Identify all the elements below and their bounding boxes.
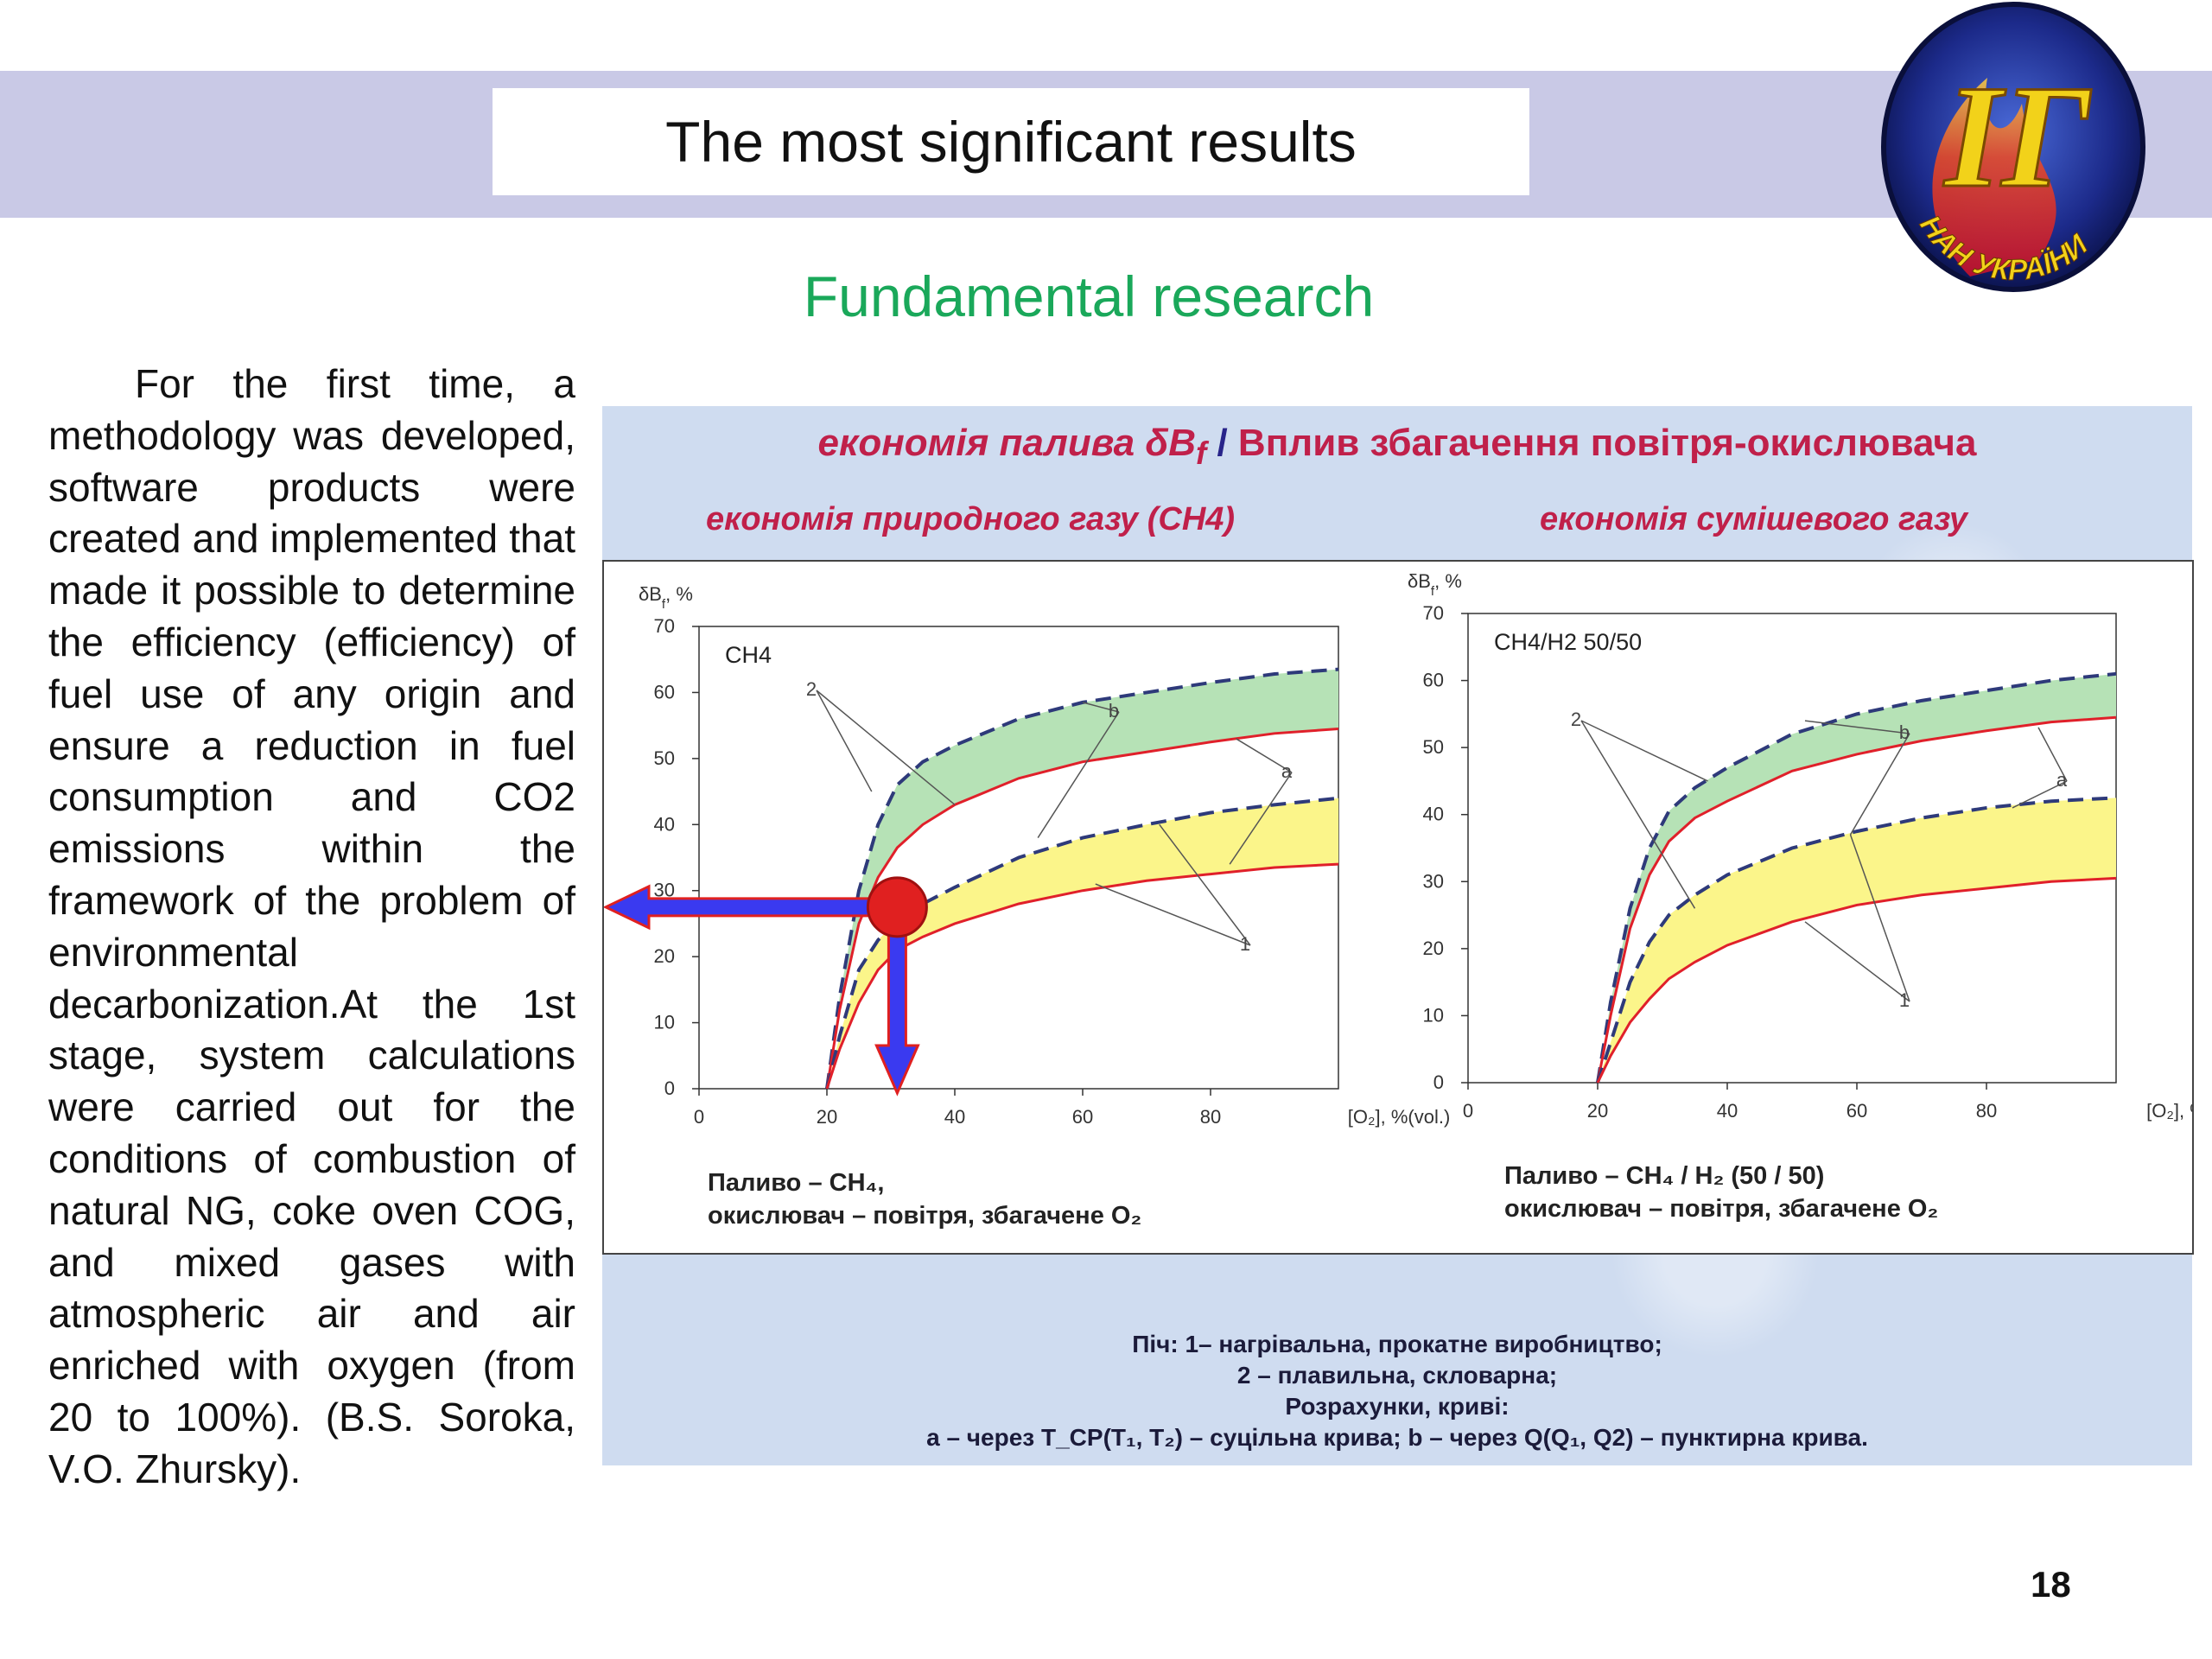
chart1-curve-label-b: b [1109,700,1119,721]
chart2-x-tick-label: 40 [1717,1100,1738,1122]
chart2-y-tick-label: 40 [1423,804,1444,825]
slide-title: The most significant results [665,110,1357,174]
chart1-series-1-dashed-line [825,796,1339,1090]
chart2-leader-b [1804,720,1910,734]
chart1-panel-label: CH4 [725,642,772,668]
chart2-y-tick-label: 30 [1423,870,1444,892]
body-text: For the first time, a methodology was de… [48,361,575,1491]
chart1-leader-a [1229,772,1293,865]
logo-letters: ІГ [1943,55,2092,218]
figure-subtitle-right: економія сумішевого газу [1540,501,1968,537]
chart2-leader-1 [1804,921,1910,1002]
page-number: 18 [2031,1564,2071,1605]
chart2-leader-b [1849,733,1910,836]
chart1-x-axis-label: [O₂], %(vol.) [1348,1106,1451,1128]
legend-line1: Піч: 1– нагрівальна, прокатне виробництв… [1132,1331,1662,1357]
chart2-curve-label-1: 1 [1899,989,1910,1011]
chart1-x-tick-label: 60 [1072,1106,1093,1128]
chart2-curve-label-a: a [2056,769,2068,791]
chart1-leader-1 [1159,823,1251,946]
chart2-y-axis-label: δBf, % [1408,570,1462,599]
chart1-y-tick-label: 60 [654,681,675,702]
caption-right-line2: окислювач – повітря, збагачене O₂ [1504,1195,1939,1223]
section-heading: Fundamental research [803,264,1375,328]
chart2-y-tick-label: 60 [1423,670,1444,691]
chart2-x-tick-label: 20 [1587,1100,1608,1122]
chart1-leader-b [1037,711,1120,838]
chart2-series-1-solid-line [1596,876,2117,1084]
chart1-leader-a [1236,738,1293,773]
chart2-curve-label-b: b [1899,721,1910,743]
caption-right: Паливо – CH₄ / H₂ (50 / 50) окислювач – … [1504,1160,1938,1225]
chart1-curve-label-a: a [1281,760,1293,782]
caption-left-line1: Паливо – CH₄, [708,1169,885,1197]
chart1-leader-2 [816,690,873,792]
chart2-x-tick-label: 80 [1976,1100,1997,1122]
chart2-leader-2 [1580,720,1708,782]
chart1-y-tick-label: 70 [654,615,675,637]
chart2-leader-a [2012,780,2068,809]
figure-title-left: економія палива δB [817,422,1197,464]
chart1-y-tick-label: 40 [654,813,675,835]
legend-line2: 2 – плавильна, скловарна; [1236,1362,1558,1389]
chart2-curve-label-2: 2 [1571,709,1581,730]
charts-frame: 0 10 20 30 40 50 60 70 0 20 40 60 80 δBf, % [O₂], %(vo… [602,560,2194,1255]
chart2-leader-a [2037,727,2068,782]
chart2-band-1 [1598,798,2116,1083]
chart2-y-tick-label: 50 [1423,736,1444,758]
chart2-y-tick-label: 70 [1423,602,1444,624]
chart1-y-tick-label: 50 [654,747,675,769]
chart1-x-tick-label: 80 [1200,1106,1221,1128]
chart1-band-1 [827,798,1338,1089]
chart1-highlight-point [866,876,928,938]
chart1-curve-label-1: 1 [1240,933,1250,955]
chart2-x-tick-label: 60 [1847,1100,1867,1122]
caption-left-line2: окислювач – повітря, збагачене O₂ [708,1202,1142,1230]
chart1-y-tick-label: 10 [654,1012,675,1033]
chart2-panel-label: CH4/H2 50/50 [1494,629,1642,655]
chart2-x-tick-label: 0 [1463,1100,1473,1122]
chart1-y-tick-label: 0 [664,1077,675,1099]
figure-panel: економія палива δBf / Вплив збагачення п… [602,406,2194,1465]
chart1-x-tick-label: 0 [694,1106,704,1128]
figure-header: економія палива δBf / Вплив збагачення п… [602,406,2192,562]
chart2-y-tick-label: 20 [1423,938,1444,959]
chart1-series-2-dashed-line [825,667,1339,1090]
chart2-series-2-solid-line [1596,715,2117,1084]
caption-left: Паливо – CH₄, окислювач – повітря, збага… [708,1166,1141,1232]
chart2-leader-1 [1849,834,1910,1002]
chart2-series-1-dashed-line [1596,796,2117,1084]
institute-logo: ІГ НАН УКРАЇНИ [1881,2,2145,292]
legend-line3: Розрахунки, криві: [1285,1393,1510,1420]
chart2-y-tick-label: 0 [1433,1071,1444,1093]
chart1-band-2 [827,669,1338,1089]
title-box: The most significant results [493,88,1529,195]
chart2-y-tick-label: 10 [1423,1004,1444,1026]
chart1-curve-label-2: 2 [806,678,817,700]
chart2-x-axis-label: [O₂], % [2146,1100,2192,1122]
chart1-x-tick-label: 20 [817,1106,837,1128]
chart1-y-axis-label: δBf, % [639,583,693,612]
chart1-series-1-solid-line [825,862,1339,1090]
caption-right-line1: Паливо – CH₄ / H₂ (50 / 50) [1504,1162,1825,1190]
figure-title-right: Вплив збагачення повітря-окислювача [1237,422,1977,464]
chart2-series-2-dashed-line [1596,671,2117,1084]
figure-subtitle-left: економія природного газу (CH4) [706,501,1236,537]
chart1-x-tick-label: 40 [944,1106,965,1128]
chart1-leader-1 [1095,883,1251,946]
chart1-leader-b [1082,702,1120,713]
legend-line4: a – через T_CP(T₁, T₂) – суцільна крива;… [926,1424,1868,1451]
chart1-leader-2 [816,690,956,805]
figure-legend: Піч: 1– нагрівальна, прокатне виробництв… [602,1329,2192,1453]
figure-main-title: економія палива δBf / Вплив збагачення п… [602,422,2192,472]
chart2-band-2 [1598,673,2116,1083]
figure-title-left-sub: f [1196,435,1207,471]
figure-title-separator: / [1206,422,1238,464]
chart1-y-tick-label: 20 [654,945,675,967]
chart2-leader-2 [1580,720,1696,909]
